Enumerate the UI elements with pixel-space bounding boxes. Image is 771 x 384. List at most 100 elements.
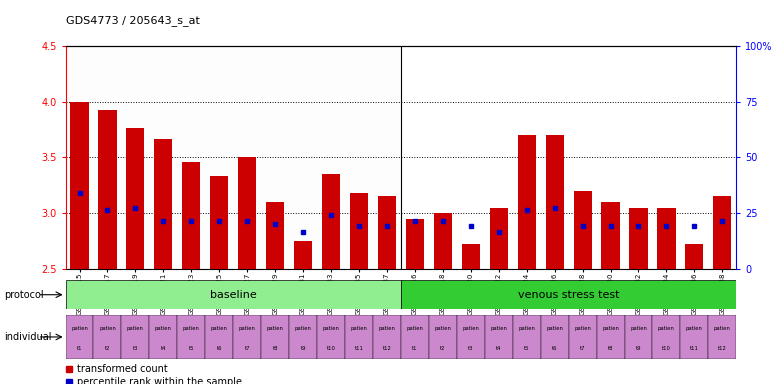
- Bar: [289, 315, 317, 359]
- Text: t11: t11: [690, 346, 699, 351]
- Text: patien: patien: [658, 326, 675, 331]
- Bar: [490, 208, 508, 269]
- Text: patien: patien: [686, 326, 703, 331]
- Text: t12: t12: [718, 346, 727, 351]
- Text: t1: t1: [77, 346, 82, 351]
- Bar: [513, 315, 540, 359]
- Text: transformed count: transformed count: [77, 364, 168, 374]
- Text: patien: patien: [546, 326, 563, 331]
- Text: patien: patien: [239, 326, 256, 331]
- Bar: [568, 315, 597, 359]
- Bar: [210, 176, 228, 269]
- Bar: [456, 315, 485, 359]
- Text: t8: t8: [608, 346, 613, 351]
- Text: t11: t11: [355, 346, 363, 351]
- Text: t5: t5: [189, 346, 194, 351]
- Text: patien: patien: [379, 326, 396, 331]
- Text: venous stress test: venous stress test: [518, 290, 619, 300]
- Bar: [177, 315, 205, 359]
- Bar: [685, 244, 703, 269]
- Text: patien: patien: [322, 326, 339, 331]
- Text: t12: t12: [382, 346, 392, 351]
- Text: t2: t2: [440, 346, 446, 351]
- Bar: [266, 202, 284, 269]
- Bar: [66, 280, 401, 309]
- Text: patien: patien: [518, 326, 535, 331]
- Bar: [601, 202, 620, 269]
- Bar: [713, 197, 732, 269]
- Text: patien: patien: [463, 326, 480, 331]
- Text: patien: patien: [490, 326, 507, 331]
- Bar: [350, 193, 368, 269]
- Bar: [66, 315, 93, 359]
- Text: t8: t8: [272, 346, 278, 351]
- Text: patien: patien: [183, 326, 200, 331]
- Text: patien: patien: [127, 326, 144, 331]
- Bar: [233, 315, 261, 359]
- Text: patien: patien: [434, 326, 451, 331]
- Text: patien: patien: [602, 326, 619, 331]
- Text: t7: t7: [580, 346, 585, 351]
- Bar: [93, 315, 122, 359]
- Bar: [154, 139, 173, 269]
- Bar: [629, 208, 648, 269]
- Bar: [150, 315, 177, 359]
- Bar: [709, 315, 736, 359]
- Bar: [294, 241, 312, 269]
- Text: individual: individual: [4, 332, 52, 342]
- Text: t4: t4: [160, 346, 166, 351]
- Text: t3: t3: [133, 346, 138, 351]
- Text: patien: patien: [99, 326, 116, 331]
- Text: patien: patien: [406, 326, 423, 331]
- Bar: [406, 219, 424, 269]
- Text: patien: patien: [155, 326, 172, 331]
- Text: patien: patien: [210, 326, 227, 331]
- Text: patien: patien: [71, 326, 88, 331]
- Bar: [238, 157, 256, 269]
- Bar: [70, 102, 89, 269]
- Bar: [434, 213, 452, 269]
- Text: patien: patien: [267, 326, 284, 331]
- Bar: [574, 191, 591, 269]
- Bar: [66, 46, 401, 269]
- Text: protocol: protocol: [4, 290, 43, 300]
- Bar: [540, 315, 568, 359]
- Bar: [401, 315, 429, 359]
- Bar: [317, 315, 345, 359]
- Text: percentile rank within the sample: percentile rank within the sample: [77, 377, 242, 384]
- Text: patien: patien: [574, 326, 591, 331]
- Bar: [99, 109, 116, 269]
- Text: baseline: baseline: [210, 290, 257, 300]
- Bar: [680, 315, 709, 359]
- Text: GDS4773 / 205643_s_at: GDS4773 / 205643_s_at: [66, 15, 200, 26]
- Bar: [462, 244, 480, 269]
- Text: t10: t10: [327, 346, 335, 351]
- Bar: [205, 315, 233, 359]
- Text: t4: t4: [496, 346, 501, 351]
- Text: t6: t6: [217, 346, 222, 351]
- Text: t9: t9: [301, 346, 306, 351]
- Text: t1: t1: [412, 346, 418, 351]
- Bar: [373, 315, 401, 359]
- Bar: [401, 280, 736, 309]
- Bar: [322, 174, 340, 269]
- Text: patien: patien: [351, 326, 368, 331]
- Bar: [261, 315, 289, 359]
- Bar: [658, 208, 675, 269]
- Text: t6: t6: [552, 346, 557, 351]
- Bar: [485, 315, 513, 359]
- Text: patien: patien: [630, 326, 647, 331]
- Bar: [345, 315, 373, 359]
- Bar: [652, 315, 680, 359]
- Text: patien: patien: [714, 326, 731, 331]
- Text: patien: patien: [295, 326, 311, 331]
- Text: t7: t7: [244, 346, 250, 351]
- Bar: [546, 135, 564, 269]
- Bar: [126, 129, 144, 269]
- Text: t3: t3: [468, 346, 473, 351]
- Bar: [378, 197, 396, 269]
- Text: t2: t2: [105, 346, 110, 351]
- Text: t5: t5: [524, 346, 530, 351]
- Bar: [429, 315, 456, 359]
- Bar: [182, 162, 200, 269]
